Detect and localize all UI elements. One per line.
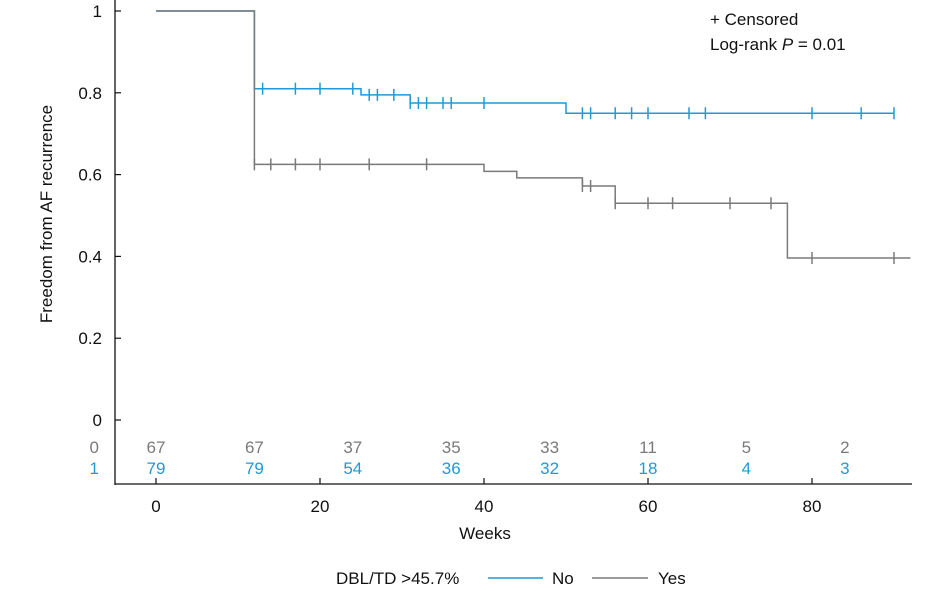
y-tick-label: 1 [93, 2, 102, 21]
at-risk-table: 0 67 67 37 35 33 11 5 2 1 79 79 54 36 32 18 4 3 [90, 438, 850, 478]
at-risk-count-no: 79 [147, 459, 166, 478]
at-risk-count-no: 3 [840, 459, 849, 478]
at-risk-count-yes: 67 [147, 438, 166, 457]
at-risk-row-label-yes: 0 [90, 438, 99, 457]
x-tick-label: 0 [151, 497, 160, 516]
y-tick-label: 0.6 [78, 166, 102, 185]
x-tick-label: 40 [475, 497, 494, 516]
at-risk-count-yes: 5 [742, 438, 751, 457]
y-tick-label: 0.8 [78, 84, 102, 103]
survival-curves [156, 10, 911, 265]
at-risk-count-no: 36 [442, 459, 461, 478]
censored-annotation: + Censored [710, 10, 798, 29]
legend-label-no: No [552, 569, 574, 588]
logrank-annotation: Log-rank P = 0.01 [710, 35, 846, 54]
legend-title: DBL/TD >45.7% [336, 569, 459, 588]
at-risk-count-no: 54 [343, 459, 362, 478]
legend: DBL/TD >45.7% No Yes [336, 569, 686, 588]
at-risk-count-yes: 11 [639, 438, 657, 457]
y-ticks: 0 0.2 0.4 0.6 0.8 1 [78, 2, 121, 430]
at-risk-count-yes: 2 [840, 438, 849, 457]
curve-yes [156, 10, 911, 259]
y-tick-label: 0.2 [78, 329, 102, 348]
at-risk-count-yes: 33 [540, 438, 559, 457]
at-risk-count-no: 32 [540, 459, 559, 478]
y-axis-label: Freedom from AF recurrence [37, 105, 56, 323]
logrank-p: P [782, 35, 794, 54]
at-risk-row-label-no: 1 [90, 459, 99, 478]
logrank-prefix: Log-rank [710, 35, 782, 54]
at-risk-count-yes: 37 [343, 438, 362, 457]
x-axis-label: Weeks [459, 524, 511, 543]
x-tick-label: 60 [639, 497, 658, 516]
x-tick-label: 80 [803, 497, 822, 516]
at-risk-count-yes: 67 [245, 438, 264, 457]
x-tick-label: 20 [311, 497, 330, 516]
x-ticks: 0 20 40 60 80 [151, 478, 821, 516]
at-risk-count-no: 79 [245, 459, 264, 478]
logrank-value: = 0.01 [793, 35, 845, 54]
y-tick-label: 0.4 [78, 247, 102, 266]
at-risk-count-no: 18 [639, 459, 658, 478]
y-tick-label: 0 [93, 411, 102, 430]
legend-label-yes: Yes [658, 569, 686, 588]
at-risk-count-yes: 35 [442, 438, 461, 457]
at-risk-count-no: 4 [742, 459, 751, 478]
